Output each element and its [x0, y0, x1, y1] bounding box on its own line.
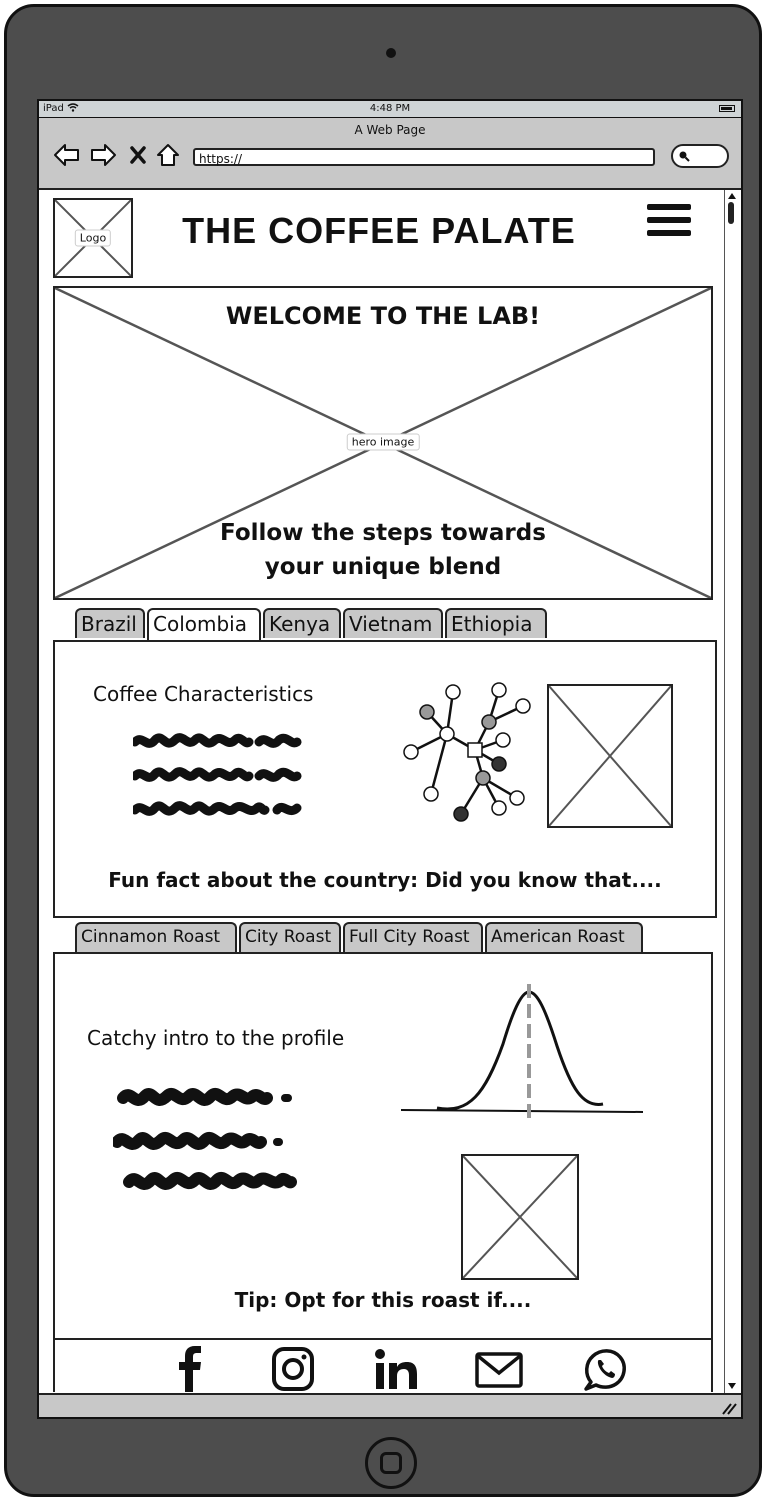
- country-image: [547, 684, 673, 828]
- home-icon[interactable]: [155, 142, 181, 168]
- scribbled-text-lines: [133, 733, 302, 816]
- site-title: THE COFFEE PALATE: [182, 210, 576, 251]
- whatsapp-icon[interactable]: [581, 1346, 629, 1392]
- scrollbar-thumb[interactable]: [728, 202, 734, 224]
- tab-cinnamon-roast[interactable]: Cinnamon Roast: [75, 922, 237, 952]
- bell-curve-icon: [400, 984, 644, 1122]
- browser-page-title: A Web Page: [354, 123, 426, 137]
- tab-american-roast[interactable]: American Roast: [485, 922, 643, 952]
- back-arrow-icon[interactable]: [53, 142, 81, 168]
- wifi-icon: [67, 103, 79, 112]
- hero-image-label: hero image: [346, 433, 420, 451]
- battery-icon: [719, 105, 735, 112]
- browser-toolbar: A Web Page https://: [39, 118, 741, 190]
- hero-subheading: Follow the steps towards your unique ble…: [55, 516, 711, 584]
- hero-heading: WELCOME TO THE LAB!: [225, 302, 541, 330]
- tab-full-city-roast[interactable]: Full City Roast: [343, 922, 483, 952]
- email-icon[interactable]: [475, 1346, 523, 1392]
- browser-search-field[interactable]: [671, 144, 729, 168]
- tab-kenya[interactable]: Kenya: [263, 608, 341, 638]
- facebook-icon[interactable]: [165, 1346, 213, 1392]
- search-icon: [679, 151, 690, 162]
- country-fun-fact: Fun fact about the country: Did you know…: [108, 868, 662, 892]
- scroll-up-arrow-icon[interactable]: [726, 191, 738, 201]
- scroll-down-arrow-icon[interactable]: [726, 1381, 738, 1391]
- roast-image: [461, 1154, 579, 1280]
- page-viewport: Logo THE COFFEE PALATE WELCOME TO THE LA…: [39, 190, 741, 1393]
- tab-city-roast[interactable]: City Roast: [239, 922, 341, 952]
- instagram-icon[interactable]: [269, 1346, 317, 1392]
- hero-subheading-line-1: Follow the steps towards: [220, 520, 546, 546]
- roast-panel-heading: Catchy intro to the profile: [87, 1026, 345, 1050]
- forward-arrow-icon[interactable]: [89, 142, 117, 168]
- country-panel-heading: Coffee Characteristics: [93, 682, 314, 706]
- molecule-diagram-icon: [403, 682, 531, 822]
- home-button-square: [380, 1452, 402, 1474]
- scribbled-text-lines: [113, 1088, 297, 1190]
- hero-subheading-line-2: your unique blend: [264, 554, 502, 580]
- logo-label: Logo: [74, 229, 112, 247]
- device-home-button[interactable]: [365, 1437, 417, 1489]
- hamburger-menu-icon[interactable]: [647, 204, 691, 242]
- linkedin-icon[interactable]: [373, 1346, 421, 1392]
- logo[interactable]: Logo: [53, 198, 133, 278]
- country-panel: Coffee Characteristics: [53, 640, 717, 918]
- browser-bottom-bar: [39, 1393, 741, 1417]
- roast-image-cross: [463, 1156, 577, 1278]
- roast-panel: Catchy intro to the profile: [53, 952, 713, 1352]
- country-image-cross: [549, 686, 671, 826]
- status-time: 4:48 PM: [369, 103, 411, 114]
- roast-tip: Tip: Opt for this roast if....: [234, 1288, 532, 1312]
- country-tabs: Brazil Colombia Kenya Vietnam Ethiopia: [53, 608, 713, 641]
- vertical-scrollbar[interactable]: [724, 190, 739, 1393]
- device-name: iPad: [43, 103, 79, 114]
- tab-colombia[interactable]: Colombia: [147, 608, 261, 641]
- tab-ethiopia[interactable]: Ethiopia: [445, 608, 547, 638]
- hero-image: WELCOME TO THE LAB! hero image Follow th…: [53, 286, 713, 600]
- tab-brazil[interactable]: Brazil: [75, 608, 145, 638]
- status-bar: iPad 4:48 PM: [39, 101, 741, 118]
- stop-x-icon[interactable]: [127, 142, 149, 168]
- roast-tabs: Cinnamon Roast City Roast Full City Roas…: [53, 922, 713, 952]
- camera-dot: [386, 48, 396, 58]
- url-input[interactable]: https://: [193, 148, 655, 166]
- tab-vietnam[interactable]: Vietnam: [343, 608, 443, 638]
- device-screen: iPad 4:48 PM A Web Page: [37, 99, 743, 1419]
- ipad-device-frame: iPad 4:48 PM A Web Page: [4, 4, 762, 1497]
- resize-grip-icon[interactable]: [719, 1401, 737, 1415]
- social-footer: [53, 1338, 713, 1392]
